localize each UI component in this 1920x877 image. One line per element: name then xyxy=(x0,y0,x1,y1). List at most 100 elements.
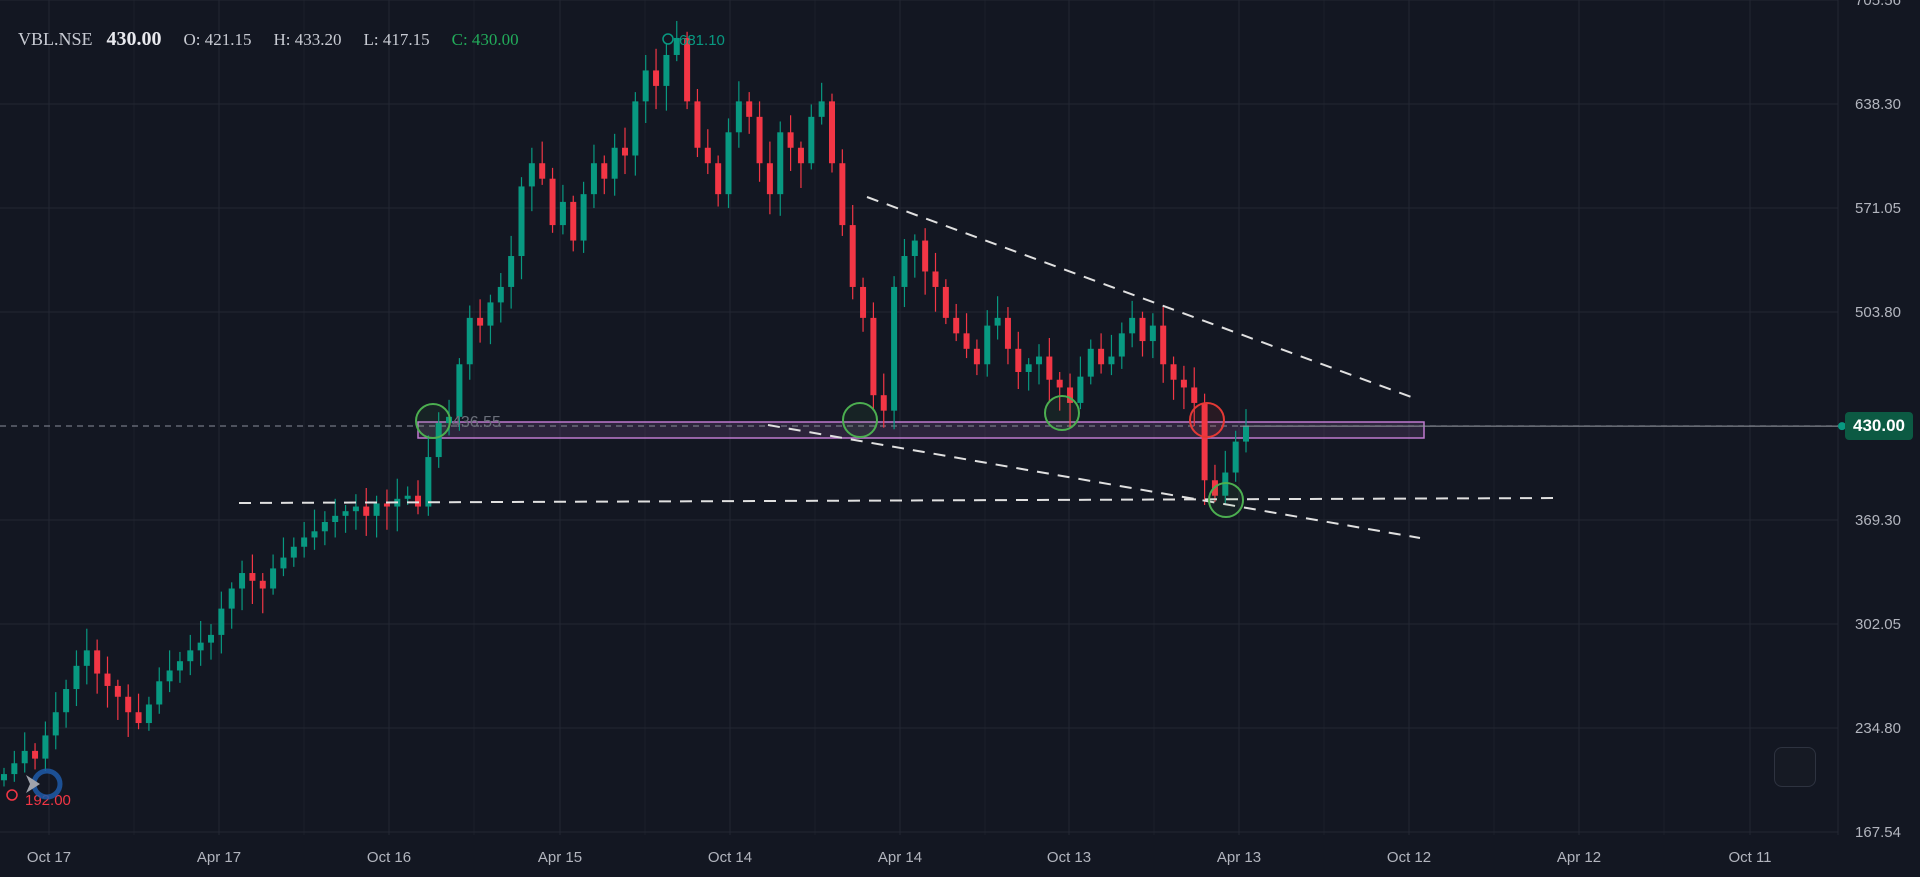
touch-circle xyxy=(415,403,451,439)
low-marker xyxy=(6,789,18,801)
candle xyxy=(1139,317,1146,342)
candle xyxy=(32,750,39,759)
candle xyxy=(332,515,339,523)
candle xyxy=(228,588,235,609)
candle xyxy=(549,178,556,226)
candle xyxy=(435,423,442,458)
candle xyxy=(21,750,28,764)
candle xyxy=(963,333,970,349)
candle xyxy=(1129,317,1136,334)
candle xyxy=(808,116,815,164)
candle xyxy=(508,256,515,287)
candle xyxy=(321,522,328,532)
cursor-arrow-icon xyxy=(26,775,40,793)
candle xyxy=(570,201,577,241)
candle xyxy=(176,661,183,671)
candle xyxy=(953,317,960,334)
x-tick-label: Apr 15 xyxy=(538,849,582,866)
y-tick-label: 503.80 xyxy=(1855,304,1901,321)
candle xyxy=(373,503,380,516)
candle xyxy=(1087,348,1094,377)
chart-control-button[interactable] xyxy=(1774,747,1816,787)
y-tick-label: 234.80 xyxy=(1855,720,1901,737)
open-value: O: 421.15 xyxy=(183,30,252,49)
candle xyxy=(922,240,929,272)
candle xyxy=(208,634,214,643)
candle xyxy=(352,506,359,512)
candle xyxy=(839,163,846,226)
candle xyxy=(156,681,163,705)
candle xyxy=(849,225,856,287)
candle xyxy=(114,685,121,697)
candle xyxy=(1108,356,1115,365)
candle xyxy=(218,608,225,635)
candle xyxy=(880,395,887,411)
candle xyxy=(642,70,649,102)
candle xyxy=(135,712,142,724)
y-tick-label: 302.05 xyxy=(1855,616,1901,633)
candle xyxy=(1201,402,1208,481)
candle xyxy=(11,763,18,775)
candle xyxy=(1004,317,1011,349)
x-tick-label: Oct 13 xyxy=(1047,849,1091,866)
candle xyxy=(259,580,266,589)
touch-circle xyxy=(1208,482,1244,518)
candle xyxy=(104,673,111,686)
candle xyxy=(487,302,494,326)
candle xyxy=(715,163,722,195)
candle xyxy=(622,147,628,156)
candle xyxy=(187,650,194,662)
high-value: H: 433.20 xyxy=(273,30,342,49)
upper-trendline xyxy=(866,196,1415,399)
candle xyxy=(984,325,991,365)
candle xyxy=(425,457,432,507)
candle xyxy=(777,132,784,195)
candle xyxy=(1222,472,1229,496)
x-tick-label: Oct 14 xyxy=(708,849,752,866)
candle xyxy=(239,573,246,589)
candle xyxy=(197,642,204,651)
candle xyxy=(456,364,463,417)
candle xyxy=(1160,325,1167,365)
candle xyxy=(363,506,370,516)
candle xyxy=(1191,387,1198,403)
candle xyxy=(166,670,173,682)
candle xyxy=(818,101,825,117)
candle xyxy=(725,132,732,195)
candle xyxy=(145,704,152,724)
low-label: 192.00 xyxy=(25,792,71,809)
candle xyxy=(942,286,949,318)
candle xyxy=(590,163,597,195)
candle xyxy=(632,101,639,156)
x-tick-label: Apr 12 xyxy=(1557,849,1601,866)
candle xyxy=(1118,333,1125,357)
candle xyxy=(1098,348,1105,365)
candle xyxy=(63,689,70,713)
candle xyxy=(766,163,773,195)
zone-label: 436.55 xyxy=(452,414,501,431)
candle xyxy=(42,735,49,759)
candle xyxy=(1170,364,1177,380)
x-tick-label: Oct 11 xyxy=(1728,849,1771,866)
candle xyxy=(518,186,525,257)
candle xyxy=(73,665,80,690)
candle xyxy=(528,163,535,187)
candle xyxy=(94,650,101,674)
last-price: 430.00 xyxy=(106,28,162,50)
low-value: L: 417.15 xyxy=(363,30,430,49)
support-zone xyxy=(417,421,1425,439)
candle xyxy=(249,573,256,581)
symbol-name[interactable]: VBL.NSE xyxy=(18,29,93,49)
candle xyxy=(311,531,318,538)
candle xyxy=(756,116,763,164)
candle xyxy=(1243,426,1249,442)
ohlc-legend: VBL.NSE 430.00 O: 421.15 H: 433.20 L: 41… xyxy=(18,28,519,51)
last-price-dot xyxy=(1838,422,1846,431)
candle xyxy=(870,317,877,396)
touch-circle xyxy=(842,402,878,438)
candle xyxy=(1077,376,1084,403)
candle xyxy=(1015,348,1022,373)
lower-trendline xyxy=(767,424,1421,539)
candle xyxy=(932,271,939,287)
